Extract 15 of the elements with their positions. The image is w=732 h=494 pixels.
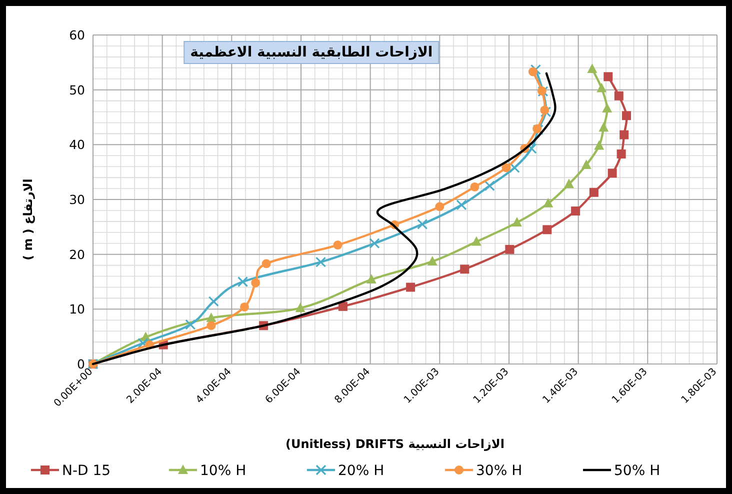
legend-label: 20% H xyxy=(338,463,384,479)
y-tick-label: 60 xyxy=(69,28,86,42)
legend-label: 10% H xyxy=(200,463,246,479)
legend-label: 50% H xyxy=(614,463,660,479)
y-tick-label: 10 xyxy=(69,302,86,317)
x-axis-title: (Unitless) DRIFTS الازاحات النسبية xyxy=(286,437,504,451)
y-tick-label: 20 xyxy=(69,246,86,262)
y-tick-label: 30 xyxy=(69,192,86,207)
y-tick-label: 40 xyxy=(69,137,86,152)
legend-label: N-D 15 xyxy=(62,463,111,479)
y-axis-title: ( m ) الارتفاع xyxy=(21,178,35,260)
y-tick-label: 0 xyxy=(77,356,86,372)
y-tick-label: 50 xyxy=(69,82,86,98)
legend-label: 30% H xyxy=(476,463,522,479)
text: الازاحات الطابقية النسبية الاعظمية xyxy=(190,44,433,60)
